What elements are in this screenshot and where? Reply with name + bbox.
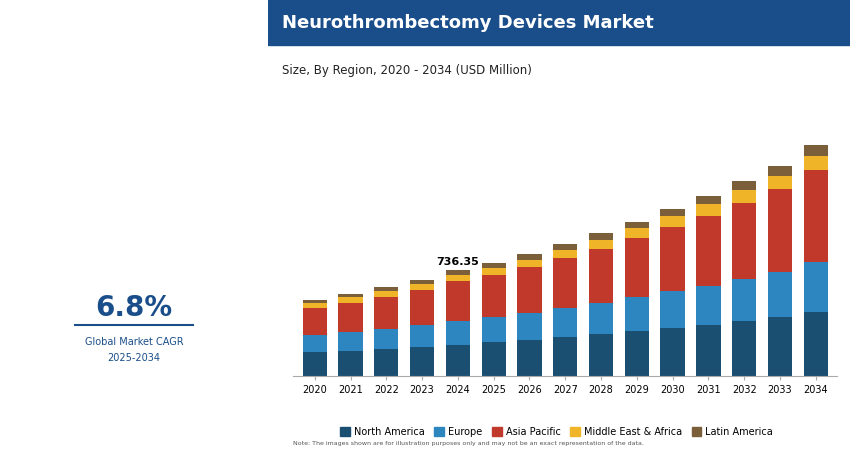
Bar <box>268 0 850 45</box>
Text: Neurothrombectomy Devices Market: Neurothrombectomy Devices Market <box>282 14 654 32</box>
Bar <box>410 284 434 290</box>
Bar <box>338 351 363 376</box>
Bar <box>660 328 685 376</box>
Text: Source: www.polarismarketresearch.com: Source: www.polarismarketresearch.com <box>70 438 198 443</box>
Bar <box>445 345 470 376</box>
Text: POLARIS: POLARIS <box>97 29 171 45</box>
Bar <box>553 244 577 250</box>
Bar <box>625 221 649 229</box>
Bar <box>445 321 470 345</box>
Bar <box>696 286 721 324</box>
Bar <box>660 216 685 227</box>
Bar <box>589 248 613 303</box>
Bar <box>803 156 828 171</box>
Bar <box>625 297 649 331</box>
Bar <box>374 329 399 349</box>
Bar <box>518 267 541 313</box>
Bar <box>338 302 363 333</box>
Text: 6.8%: 6.8% <box>95 294 173 322</box>
Bar <box>768 176 792 189</box>
Bar <box>518 254 541 260</box>
Bar <box>481 342 506 376</box>
Bar <box>338 333 363 351</box>
Bar <box>696 204 721 216</box>
Text: Global Market CAGR: Global Market CAGR <box>84 337 184 347</box>
Bar <box>374 287 399 291</box>
Bar <box>481 268 506 275</box>
Bar <box>303 300 327 303</box>
Bar <box>518 260 541 267</box>
Bar <box>803 312 828 376</box>
Bar <box>660 209 685 216</box>
Bar <box>768 189 792 272</box>
Bar <box>768 166 792 176</box>
Bar <box>660 291 685 328</box>
Bar <box>410 290 434 325</box>
Bar <box>553 337 577 376</box>
Bar <box>803 171 828 262</box>
Bar <box>374 291 399 297</box>
Text: 2025-2034: 2025-2034 <box>107 353 161 363</box>
Bar <box>445 275 470 281</box>
Bar <box>374 297 399 329</box>
Bar <box>589 233 613 240</box>
Bar <box>625 331 649 376</box>
Text: The global neurothrombectomy
devices market is estimated
to reach 1,418.33 milli: The global neurothrombectomy devices mar… <box>46 106 222 160</box>
Bar <box>374 349 399 376</box>
Bar <box>445 270 470 275</box>
Bar <box>553 308 577 337</box>
Bar <box>696 196 721 204</box>
Circle shape <box>74 225 194 428</box>
Legend: North America, Europe, Asia Pacific, Middle East & Africa, Latin America: North America, Europe, Asia Pacific, Mid… <box>337 423 777 441</box>
Bar <box>589 334 613 376</box>
Bar <box>589 240 613 248</box>
Bar <box>768 317 792 376</box>
Bar <box>589 303 613 334</box>
Bar <box>338 294 363 297</box>
Bar <box>732 181 756 190</box>
Bar <box>696 216 721 286</box>
Bar <box>338 297 363 302</box>
Bar <box>410 347 434 376</box>
Bar <box>410 325 434 347</box>
Bar <box>696 324 721 376</box>
Bar <box>625 238 649 297</box>
Bar <box>303 308 327 335</box>
Bar <box>303 352 327 376</box>
Bar <box>732 279 756 321</box>
Bar <box>803 262 828 312</box>
Text: ✶: ✶ <box>123 8 144 32</box>
Bar <box>518 340 541 376</box>
Bar <box>410 279 434 284</box>
Bar <box>732 190 756 202</box>
Text: MARKET RESEARCH: MARKET RESEARCH <box>92 44 176 53</box>
Bar <box>481 263 506 268</box>
Bar <box>553 250 577 258</box>
Bar <box>553 258 577 308</box>
Bar <box>732 202 756 279</box>
Text: 736.35: 736.35 <box>437 257 479 267</box>
Bar <box>445 281 470 321</box>
Text: Note: The images shown are for illustration purposes only and may not be an exac: Note: The images shown are for illustrat… <box>293 441 644 446</box>
Text: Size, By Region, 2020 - 2034 (USD Million): Size, By Region, 2020 - 2034 (USD Millio… <box>282 64 532 76</box>
Bar <box>660 227 685 291</box>
Bar <box>518 313 541 340</box>
Bar <box>768 272 792 317</box>
Bar <box>303 303 327 308</box>
Bar <box>732 321 756 376</box>
Bar <box>481 317 506 342</box>
Bar <box>803 145 828 156</box>
Bar <box>481 275 506 317</box>
Bar <box>625 229 649 238</box>
Bar <box>303 335 327 352</box>
